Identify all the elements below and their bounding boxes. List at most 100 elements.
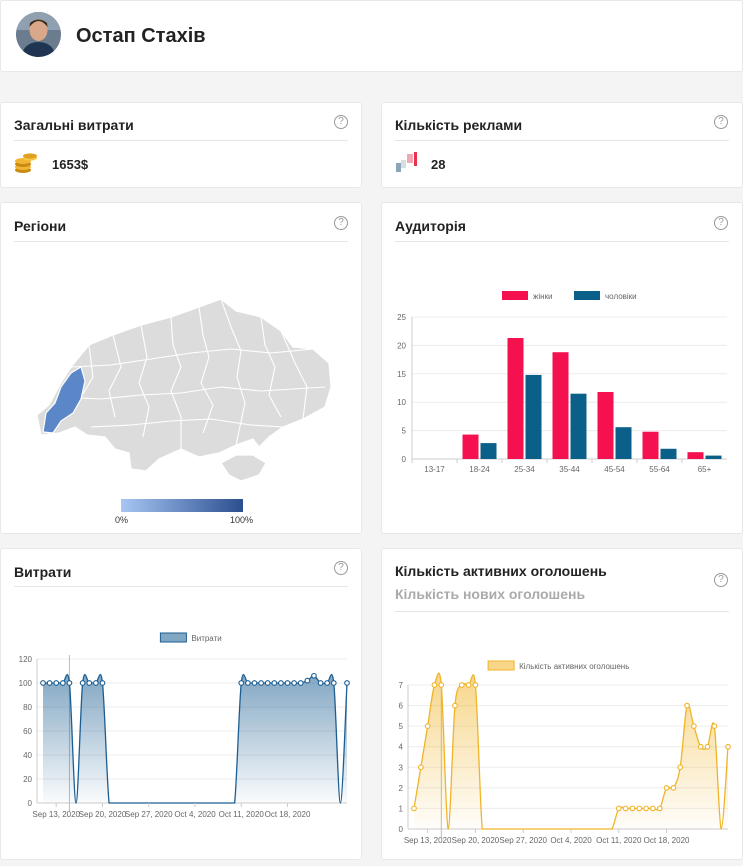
divider — [14, 586, 348, 587]
y-tick-label: 80 — [23, 703, 32, 712]
y-tick-label: 1 — [399, 804, 404, 813]
x-tick-label: 13-17 — [424, 465, 445, 474]
audience-card: Аудиторія ? жінки чоловіки 0 5 10 15 20 25 13-17… — [381, 202, 743, 534]
data-point — [725, 743, 731, 750]
data-point — [251, 680, 258, 686]
regions-card: Регіони ? 0% 100% — [0, 202, 362, 534]
map-legend-min: 0% — [115, 515, 129, 525]
data-point — [271, 680, 278, 686]
data-point — [311, 672, 317, 679]
data-point — [238, 680, 245, 686]
bar-55-64-0 — [642, 431, 659, 459]
avatar[interactable] — [16, 12, 61, 57]
y-tick-label: 60 — [23, 727, 32, 736]
data-point — [697, 743, 704, 750]
data-point — [324, 680, 331, 686]
data-point — [291, 680, 297, 686]
x-tick-label: Sep 20, 2020 — [79, 810, 127, 819]
y-tick-label: 7 — [399, 681, 404, 690]
data-point — [670, 785, 677, 791]
active-ads-subtitle[interactable]: Кількість нових оголошень — [395, 586, 586, 602]
help-icon[interactable]: ? — [714, 573, 728, 587]
spend-title: Витрати — [14, 564, 72, 580]
y-tick-label: 0 — [399, 825, 404, 834]
profile-name: Остап Стахів — [76, 25, 206, 47]
data-point — [330, 680, 337, 686]
data-point — [317, 680, 324, 686]
divider — [395, 140, 729, 141]
y-tick-label: 120 — [19, 655, 33, 664]
data-point — [458, 682, 465, 688]
active-ads-chart: Кількість активних оголошень 0 1 2 3 4 5 6 7 Sep … — [399, 660, 731, 845]
data-point — [465, 682, 472, 688]
help-icon[interactable]: ? — [334, 216, 348, 230]
y-tick-label: 25 — [397, 313, 406, 322]
map-country-shape — [36, 298, 332, 472]
y-tick-label: 20 — [397, 341, 406, 350]
data-point — [452, 702, 458, 709]
data-point — [704, 743, 711, 750]
legend-swatch — [502, 291, 528, 300]
data-point — [411, 805, 417, 812]
active-ads-card: Кількість активних оголошень Кількість н… — [381, 548, 743, 860]
data-point — [245, 680, 251, 686]
bar-45-54-0 — [597, 391, 614, 459]
y-tick-label: 5 — [402, 427, 407, 436]
total-spend-title: Загальні витрати — [14, 117, 134, 133]
data-point — [629, 805, 636, 812]
x-tick-label: Oct 18, 2020 — [644, 836, 690, 845]
audience-title: Аудиторія — [395, 218, 466, 234]
bar-18-24-1 — [480, 443, 497, 459]
data-point — [684, 702, 690, 709]
legend-label: Кількість активних оголошень — [519, 662, 629, 671]
map-crimea-shape — [220, 454, 267, 482]
data-point — [622, 805, 629, 812]
data-point — [431, 682, 438, 688]
y-tick-label: 15 — [397, 370, 406, 379]
x-tick-label: Sep 13, 2020 — [404, 836, 452, 845]
legend-label: чоловіки — [605, 292, 637, 301]
bar-65+-1 — [705, 455, 722, 459]
x-tick-label: 25-34 — [514, 465, 535, 474]
data-point — [258, 680, 264, 686]
data-point — [304, 677, 311, 684]
divider — [395, 611, 729, 612]
coins-icon — [14, 152, 38, 179]
map-region-borders — [60, 298, 326, 449]
total-spend-card: Загальні витрати ? 1653$ — [0, 102, 362, 188]
data-point — [99, 680, 106, 686]
data-point — [711, 723, 718, 729]
bar-35-44-1 — [570, 393, 587, 459]
data-point — [297, 680, 304, 686]
y-tick-label: 5 — [399, 722, 404, 731]
y-tick-label: 10 — [397, 398, 406, 407]
divider — [14, 241, 348, 242]
help-icon[interactable]: ? — [334, 561, 348, 575]
y-tick-label: 4 — [399, 743, 404, 752]
data-point — [424, 723, 431, 729]
legend-swatch — [574, 291, 600, 300]
data-point — [677, 764, 684, 771]
data-point — [93, 680, 99, 686]
total-spend-value: 1653$ — [52, 157, 89, 172]
data-point — [40, 680, 46, 686]
y-tick-label: 6 — [399, 702, 404, 711]
x-tick-label: Sep 27, 2020 — [499, 836, 547, 845]
map-color-legend — [121, 499, 243, 512]
x-tick-label: Oct 4, 2020 — [174, 810, 216, 819]
y-tick-label: 100 — [19, 679, 33, 688]
data-point — [438, 682, 445, 688]
bar-55-64-1 — [660, 448, 677, 459]
data-point — [344, 680, 350, 686]
regions-title: Регіони — [14, 218, 67, 234]
ads-count-value: 28 — [431, 157, 446, 172]
data-point — [417, 764, 424, 771]
help-icon[interactable]: ? — [714, 115, 728, 129]
y-tick-label: 0 — [402, 455, 407, 464]
help-icon[interactable]: ? — [714, 216, 728, 230]
data-point — [46, 680, 53, 686]
bar-35-44-0 — [552, 352, 569, 459]
y-tick-label: 40 — [23, 751, 32, 760]
legend-swatch — [159, 632, 187, 643]
help-icon[interactable]: ? — [334, 115, 348, 129]
